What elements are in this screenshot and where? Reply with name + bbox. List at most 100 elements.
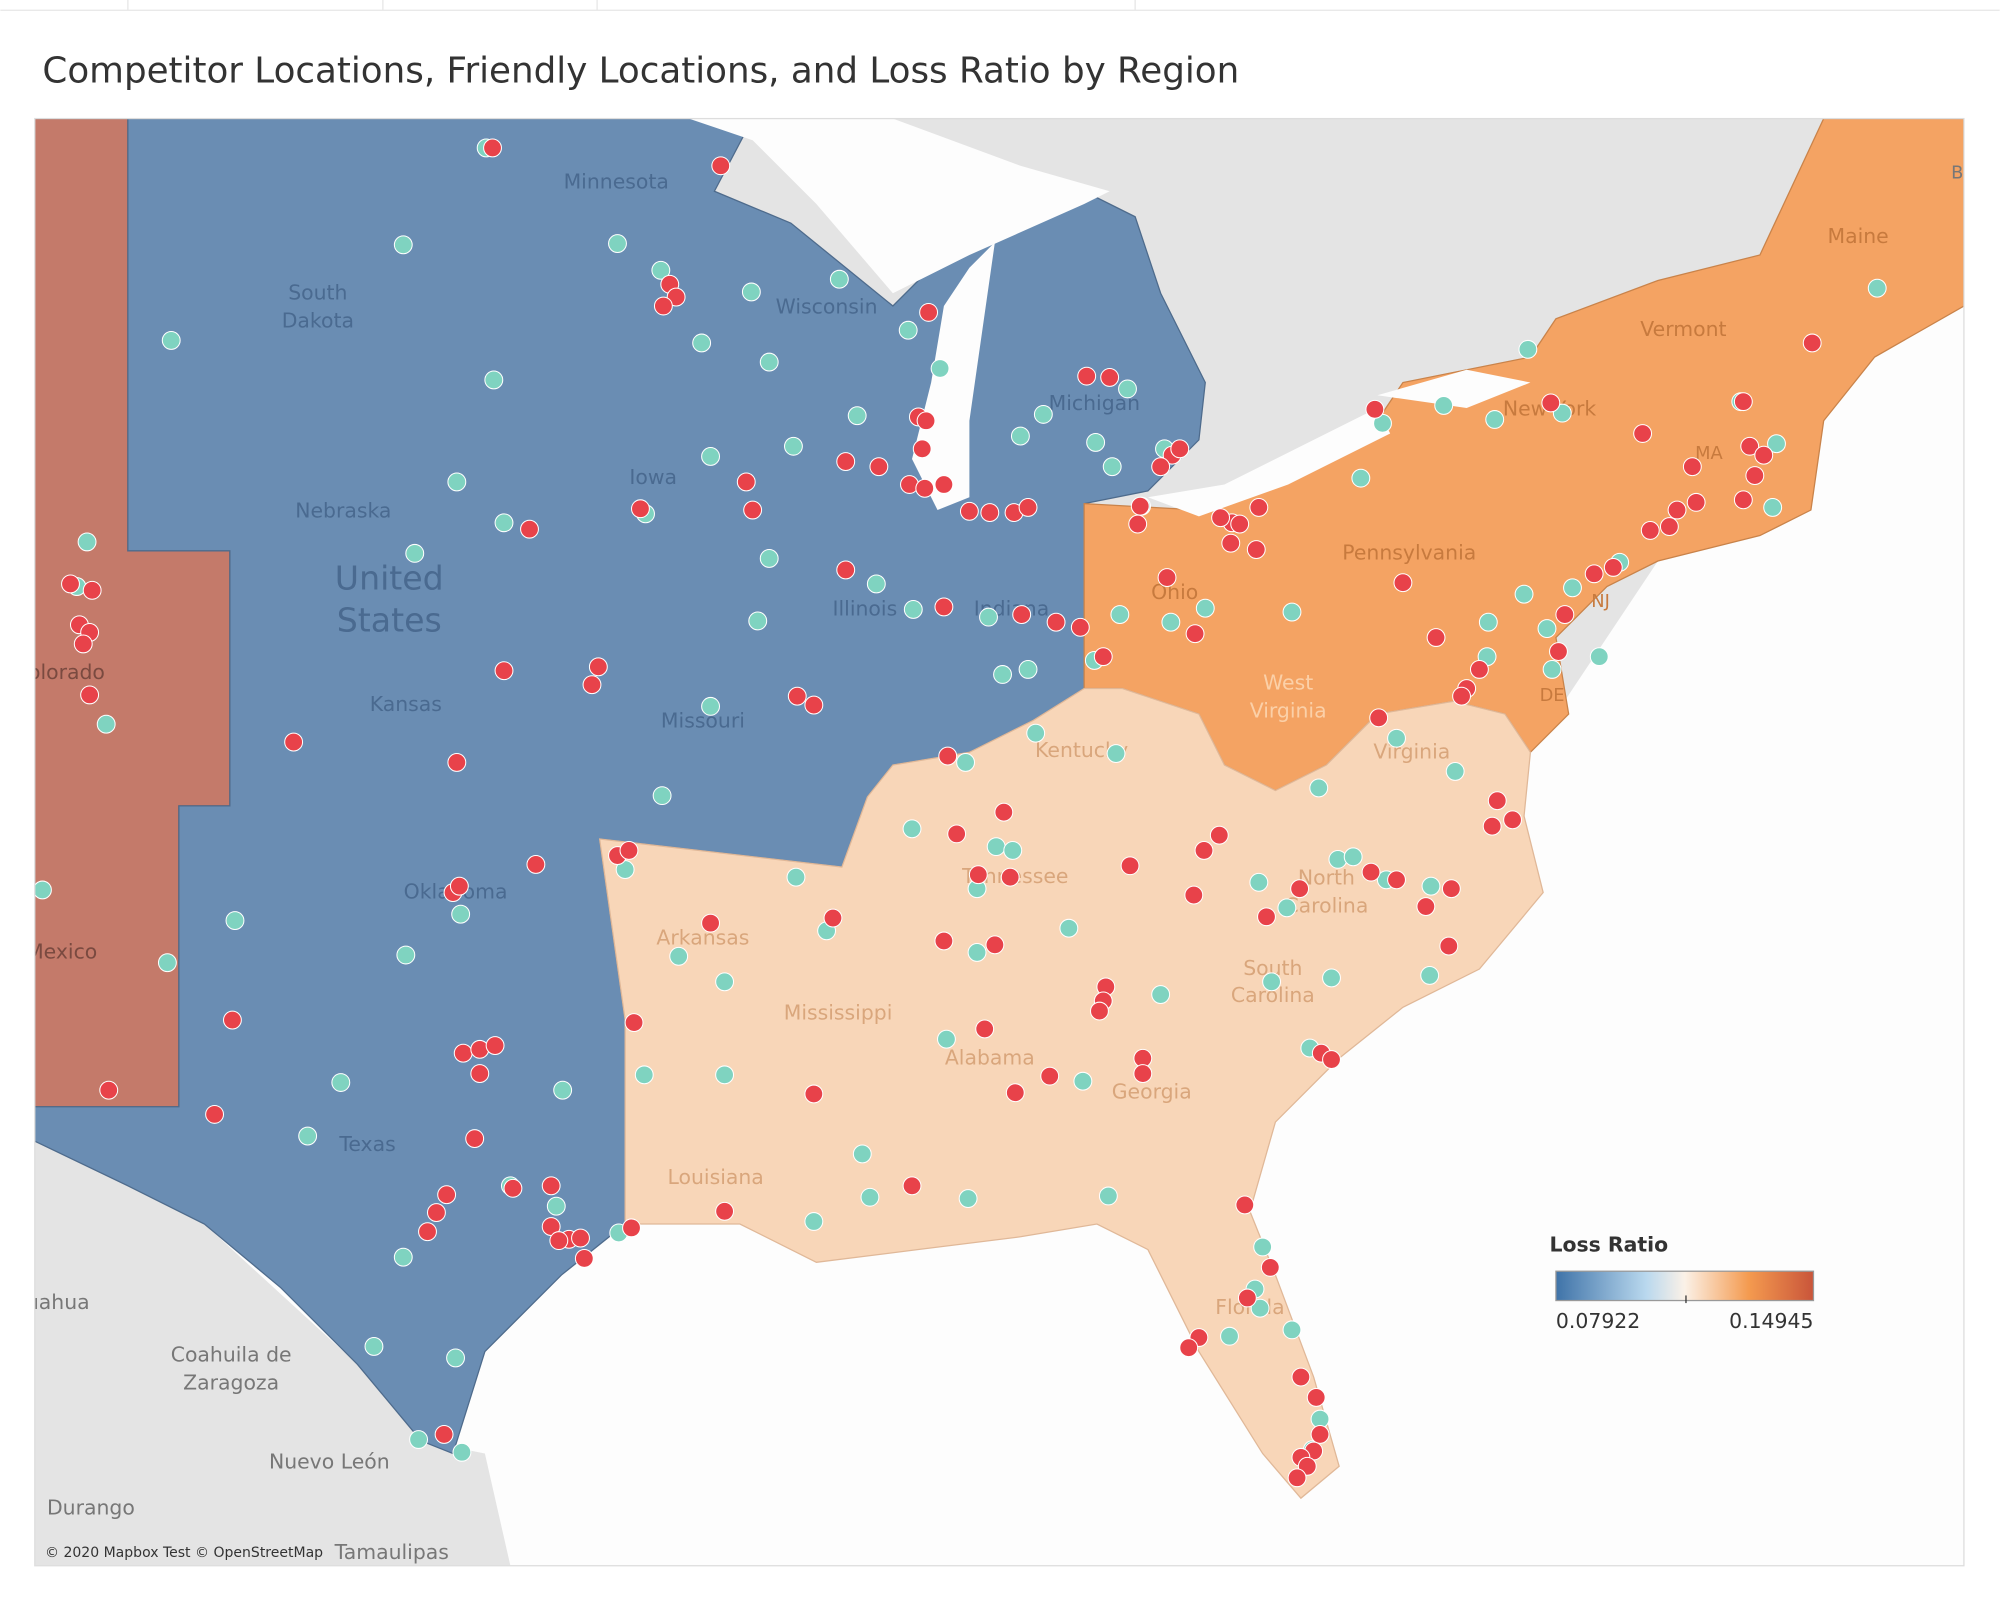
competitor-location	[447, 753, 467, 772]
friendly-location	[903, 600, 923, 619]
competitor-location	[470, 1064, 490, 1084]
friendly-location	[993, 665, 1012, 684]
competitor-location	[701, 913, 721, 933]
friendly-location	[484, 370, 504, 390]
competitor-location	[1441, 879, 1461, 899]
friendly-location	[937, 1029, 956, 1049]
place-label: Br	[1951, 162, 1971, 183]
competitor-location	[80, 685, 100, 705]
top-rules	[0, 0, 2000, 11]
place-label: Virginia	[1373, 739, 1450, 763]
competitor-location	[1365, 399, 1385, 419]
competitor-location	[1070, 617, 1090, 637]
competitor-location	[1100, 367, 1120, 387]
competitor-location	[1235, 1195, 1255, 1215]
legend-title: Loss Ratio	[1550, 1233, 1669, 1257]
place-label: Tamaulipas	[334, 1540, 449, 1564]
competitor-location	[1287, 1468, 1307, 1488]
competitor-location	[1603, 557, 1623, 577]
competitor-location	[711, 156, 731, 176]
friendly-location	[1537, 619, 1557, 639]
friendly-location	[958, 1189, 978, 1208]
competitor-location	[934, 597, 954, 617]
competitor-location	[975, 1019, 995, 1039]
competitor-location	[485, 1036, 505, 1055]
place-label: United	[335, 559, 444, 598]
friendly-location	[1478, 612, 1498, 632]
friendly-location	[829, 269, 849, 289]
competitor-location	[449, 876, 469, 896]
friendly-location	[701, 696, 721, 716]
friendly-location	[446, 1348, 465, 1368]
competitor-location	[836, 452, 856, 471]
friendly-location	[784, 436, 803, 456]
place-label: MA	[1695, 443, 1723, 464]
friendly-location	[494, 513, 514, 533]
competitor-location	[1170, 439, 1190, 459]
competitor-location	[1469, 659, 1489, 679]
competitor-location	[1640, 520, 1660, 540]
friendly-location	[1195, 598, 1215, 618]
competitor-location	[619, 841, 639, 860]
place-label: States	[337, 601, 442, 640]
friendly-location	[393, 1247, 413, 1267]
competitor-location	[823, 908, 843, 928]
competitor-location	[968, 865, 988, 885]
competitor-location	[1439, 936, 1459, 956]
competitor-location	[653, 296, 673, 316]
competitor-location	[526, 855, 546, 874]
friendly-location	[652, 786, 672, 806]
friendly-location	[1110, 605, 1130, 625]
friendly-location	[1421, 876, 1441, 896]
competitor-location	[1093, 647, 1113, 667]
friendly-location	[866, 574, 886, 594]
competitor-location	[1185, 624, 1205, 644]
competitor-location	[588, 657, 608, 677]
friendly-location	[898, 320, 918, 340]
friendly-location	[715, 1065, 735, 1085]
competitor-location	[541, 1176, 561, 1196]
friendly-location	[1026, 723, 1046, 743]
friendly-location	[1073, 1071, 1093, 1091]
competitor-location	[426, 1203, 446, 1222]
friendly-location	[979, 607, 998, 627]
competitor-location	[1541, 393, 1561, 413]
competitor-location	[787, 686, 807, 706]
map: MinnesotaSouthDakotaWisconsinMichiganIow…	[0, 118, 1971, 1566]
friendly-location	[1563, 578, 1582, 598]
competitor-location	[520, 519, 539, 539]
competitor-location	[1310, 1424, 1330, 1444]
friendly-location	[1249, 872, 1269, 892]
friendly-location	[396, 945, 416, 965]
place-label: Maine	[1827, 224, 1888, 248]
competitor-location	[1306, 1388, 1326, 1407]
competitor-location	[582, 675, 602, 695]
competitor-location	[284, 732, 304, 752]
competitor-location	[1549, 642, 1568, 661]
competitor-location	[549, 1231, 569, 1251]
place-label: Alabama	[945, 1045, 1035, 1069]
competitor-location	[1090, 1001, 1109, 1021]
friendly-location	[852, 1144, 872, 1164]
friendly-location	[546, 1196, 566, 1216]
competitor-location	[915, 478, 935, 498]
competitor-location	[1237, 1288, 1257, 1308]
place-label: New Mexico	[0, 939, 97, 963]
competitor-location	[1151, 457, 1171, 477]
friendly-location	[1003, 841, 1023, 860]
friendly-location	[452, 1442, 472, 1462]
legend-min: 0.07922	[1556, 1309, 1640, 1333]
competitor-location	[1257, 907, 1276, 927]
friendly-location	[651, 260, 671, 280]
competitor-location	[959, 501, 979, 521]
place-label: Virginia	[1250, 698, 1327, 722]
legend-gradient	[1555, 1270, 1815, 1302]
friendly-location	[902, 819, 922, 839]
competitor-location	[1659, 517, 1679, 537]
competitor-location	[1686, 492, 1706, 512]
place-label: Iowa	[629, 465, 677, 489]
competitor-location	[1194, 841, 1214, 860]
friendly-location	[1518, 339, 1538, 359]
competitor-location	[1046, 612, 1066, 632]
friendly-location	[634, 1065, 654, 1085]
